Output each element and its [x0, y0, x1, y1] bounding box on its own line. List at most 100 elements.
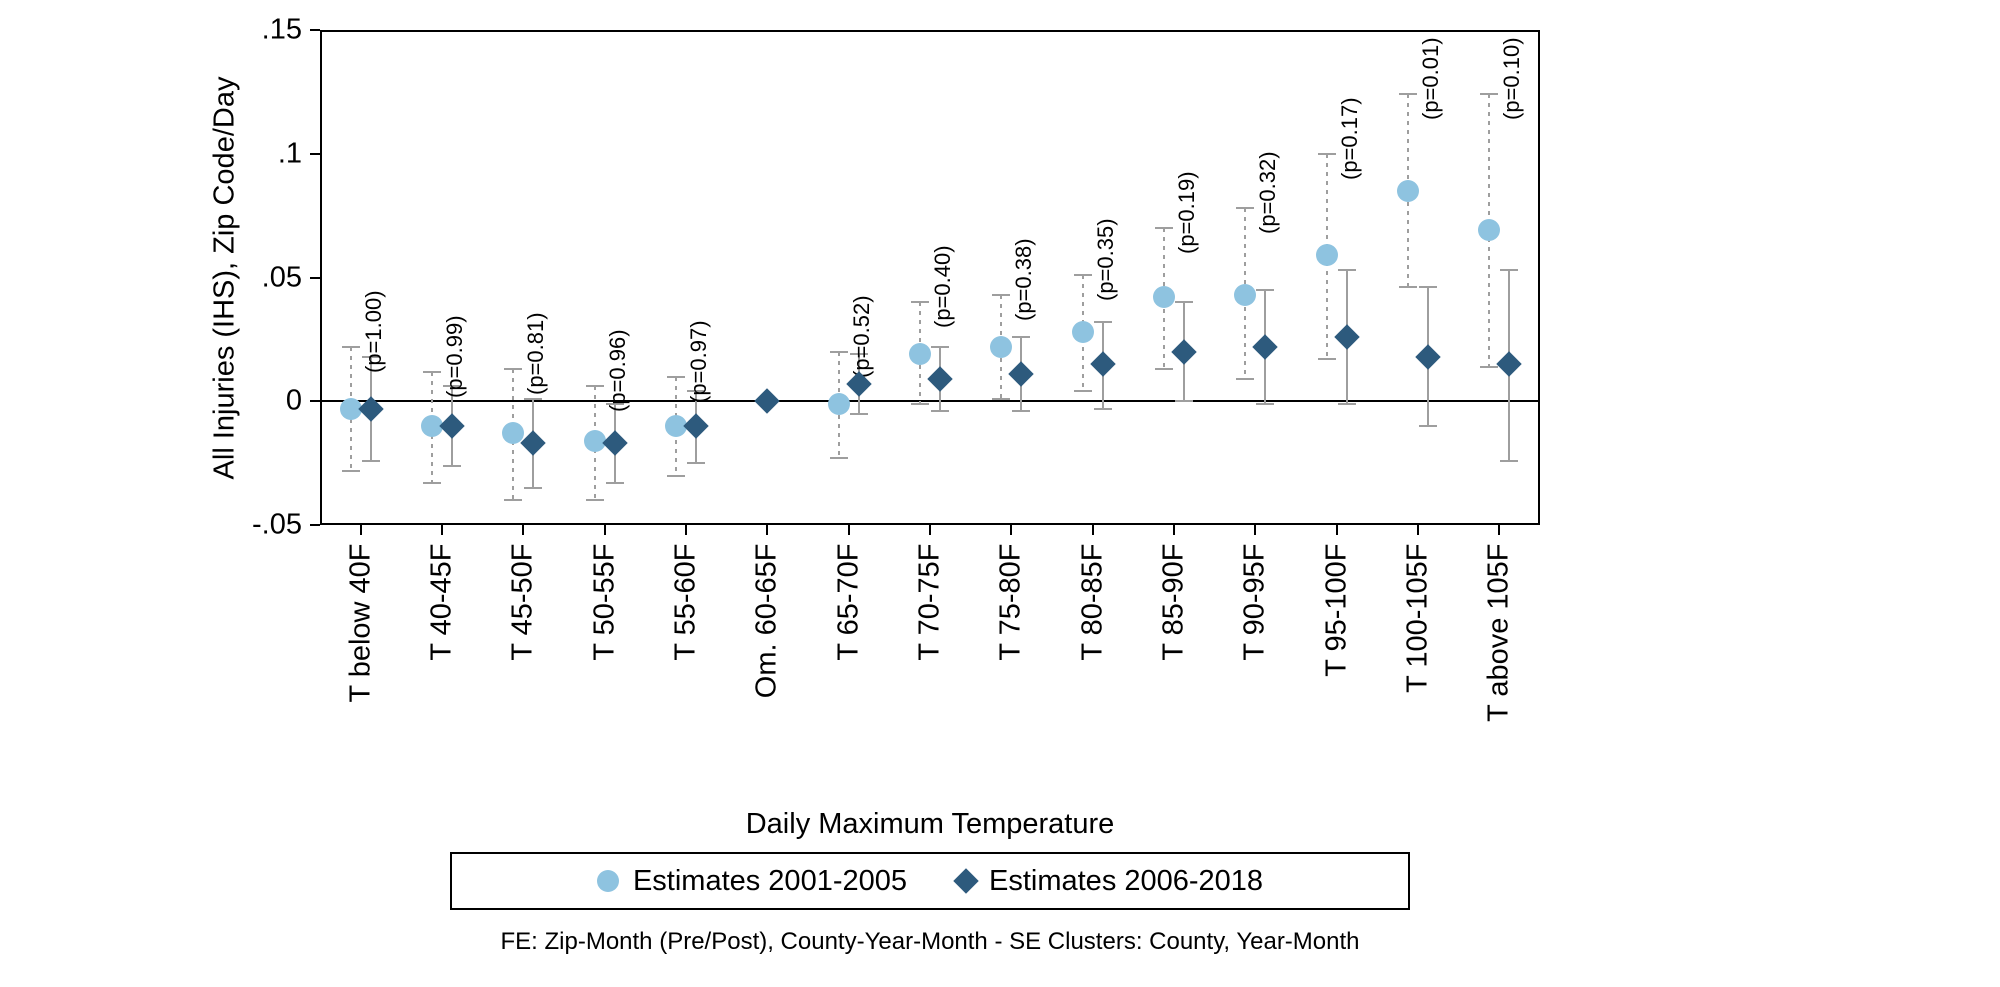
p-value-label: (p=0.19)	[1174, 171, 1200, 254]
ci-cap	[1399, 93, 1417, 95]
ci-cap	[1074, 274, 1092, 276]
xtick-label: T 70-75F	[916, 543, 945, 793]
ci-cap	[362, 460, 380, 462]
ytick-label: .1	[278, 137, 302, 170]
p-value-label: (p=0.99)	[442, 315, 468, 398]
xtick-mark	[1498, 525, 1500, 535]
ci-cap	[342, 470, 360, 472]
xtick-mark	[685, 525, 687, 535]
xtick-mark	[766, 525, 768, 535]
ci-cap	[1236, 207, 1254, 209]
legend-item-2006-2018: Estimates 2006-2018	[957, 865, 1263, 898]
point-circle	[584, 430, 606, 452]
ci-cap	[830, 457, 848, 459]
xtick-label: T 55-60F	[672, 543, 701, 793]
ytick-label: -.05	[252, 509, 302, 542]
xtick-mark	[1417, 525, 1419, 535]
p-value-label: (p=0.81)	[523, 313, 549, 396]
point-circle	[1072, 321, 1094, 343]
p-value-label: (p=0.52)	[849, 295, 875, 378]
point-circle	[1153, 286, 1175, 308]
xtick-mark	[1092, 525, 1094, 535]
ci-cap	[342, 346, 360, 348]
ci-cap	[667, 376, 685, 378]
xtick-label: T 100-105F	[1404, 543, 1433, 793]
ytick-mark	[310, 524, 320, 526]
ci-cap	[911, 301, 929, 303]
p-value-label: (p=0.10)	[1499, 38, 1525, 121]
ci-cap	[524, 398, 542, 400]
ytick-mark	[310, 29, 320, 31]
p-value-label: (p=0.01)	[1418, 38, 1444, 121]
ci-cap	[1338, 403, 1356, 405]
ci-cap	[1155, 227, 1173, 229]
p-value-label: (p=0.38)	[1011, 238, 1037, 321]
ci-cap	[1318, 153, 1336, 155]
footnote: FE: Zip-Month (Pre/Post), County-Year-Mo…	[500, 928, 1359, 956]
xtick-label: T 75-80F	[997, 543, 1026, 793]
p-value-label: (p=0.17)	[1337, 97, 1363, 180]
ci-cap	[423, 371, 441, 373]
point-circle	[1478, 219, 1500, 241]
chart-stage: All Injuries (IHS), Zip Code/Day Daily M…	[0, 0, 2000, 987]
legend-diamond-icon	[953, 868, 978, 893]
xtick-mark	[1010, 525, 1012, 535]
ci-cap	[504, 368, 522, 370]
ci-cap	[524, 487, 542, 489]
legend-label-1: Estimates 2001-2005	[633, 865, 907, 898]
ci-cap	[992, 294, 1010, 296]
ytick-mark	[310, 153, 320, 155]
xtick-mark	[848, 525, 850, 535]
ci-cap	[911, 403, 929, 405]
xtick-label: T below 40F	[346, 543, 375, 793]
ci-cap	[1480, 366, 1498, 368]
ci-cap	[443, 465, 461, 467]
xtick-label: Om. 60-65F	[753, 543, 782, 793]
point-circle	[828, 393, 850, 415]
ci-cap	[830, 351, 848, 353]
ci-cap	[606, 482, 624, 484]
ci-cap	[1236, 378, 1254, 380]
ytick-label: .15	[262, 14, 302, 47]
ci-cap	[1155, 368, 1173, 370]
ci-cap	[1480, 93, 1498, 95]
ci-cap	[1175, 301, 1193, 303]
ci-cap	[687, 462, 705, 464]
p-value-label: (p=1.00)	[361, 290, 387, 373]
xtick-label: T 45-50F	[509, 543, 538, 793]
point-circle	[1234, 284, 1256, 306]
ci-cap	[1256, 403, 1274, 405]
ci-cap	[1500, 460, 1518, 462]
legend-label-2: Estimates 2006-2018	[989, 865, 1263, 898]
xtick-mark	[604, 525, 606, 535]
p-value-label: (p=0.97)	[686, 320, 712, 403]
xtick-label: T 80-85F	[1078, 543, 1107, 793]
ci-cap	[992, 398, 1010, 400]
xtick-mark	[1336, 525, 1338, 535]
ci-cap	[1399, 286, 1417, 288]
ytick-mark	[310, 277, 320, 279]
ci-cap	[931, 410, 949, 412]
ci-cap	[504, 499, 522, 501]
legend: Estimates 2001-2005 Estimates 2006-2018	[450, 852, 1410, 910]
ci-cap	[1012, 410, 1030, 412]
xtick-label: T 90-95F	[1241, 543, 1270, 793]
point-circle	[1316, 244, 1338, 266]
xtick-label: T 40-45F	[428, 543, 457, 793]
legend-item-2001-2005: Estimates 2001-2005	[597, 865, 907, 898]
point-circle	[909, 343, 931, 365]
point-circle	[1397, 180, 1419, 202]
zero-line	[320, 400, 1540, 402]
xtick-mark	[929, 525, 931, 535]
xtick-mark	[1173, 525, 1175, 535]
ci-cap	[423, 482, 441, 484]
ci-cap	[1419, 425, 1437, 427]
ci-cap	[1175, 400, 1193, 402]
ci-cap	[1012, 336, 1030, 338]
p-value-label: (p=0.96)	[605, 330, 631, 413]
xtick-label: T above 105F	[1485, 543, 1514, 793]
ci-cap	[850, 413, 868, 415]
ytick-label: .05	[262, 261, 302, 294]
ytick-mark	[310, 400, 320, 402]
xtick-label: T 65-70F	[834, 543, 863, 793]
